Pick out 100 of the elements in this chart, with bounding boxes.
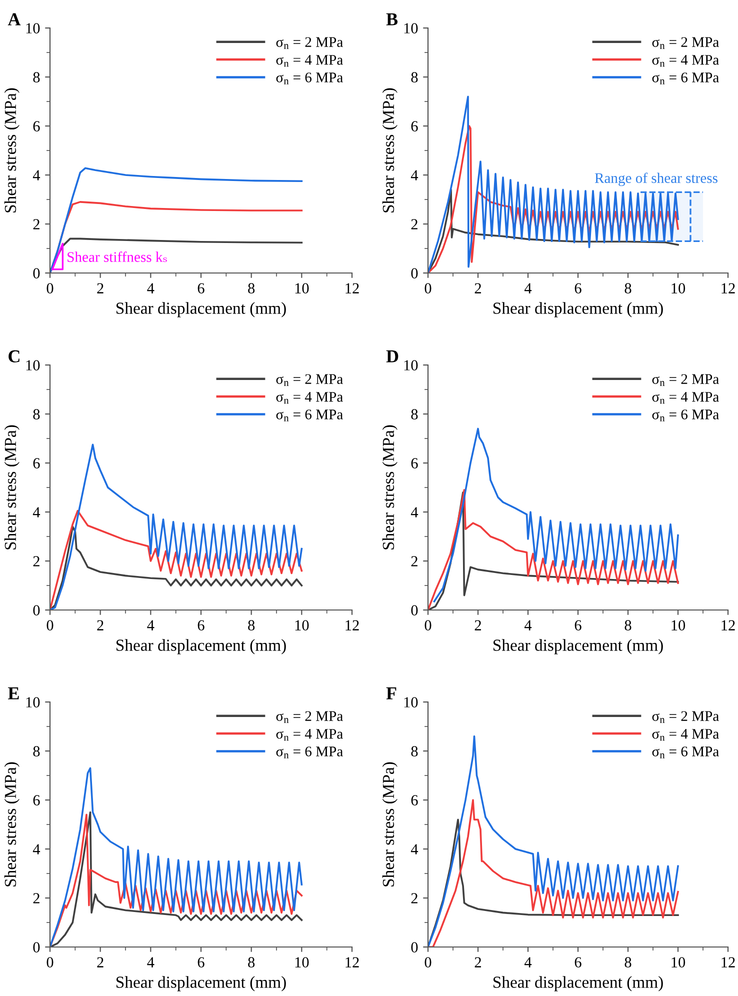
y-tick-label: 4 [410,507,418,518]
legend-label: σ$_{n}$ = 2 MPa [276,711,343,723]
legend-label: σ$_{n}$ = 4 MPa [652,392,719,404]
x-tick-label: 2 [474,620,481,630]
x-tick-label: 10 [672,620,686,630]
y-tick-label: 8 [33,746,40,756]
x-tick-label: 8 [624,957,632,968]
x-tick-label: 6 [574,957,582,968]
legend-label: σ$_{n}$ = 4 MPa [652,729,719,741]
x-axis-title: Shear displacement (mm) [116,302,286,318]
y-tick-label: 4 [32,844,40,854]
band-label: Range of shear stress [594,172,718,186]
x-tick-label: 0 [424,283,432,294]
chart-title: C [8,350,20,362]
x-axis-title: Shear displacement (mm) [493,302,663,318]
x-tick-label: 8 [624,620,632,630]
x-tick-label: 12 [722,620,735,630]
x-tick-label: 6 [198,957,204,968]
x-tick-label: 10 [295,283,309,294]
legend-label: σ$_{n}$ = 4 MPa [652,55,719,67]
x-tick-label: 10 [672,957,686,968]
x-tick-label: 12 [722,957,735,968]
line-series [50,444,303,610]
x-tick-label: 12 [722,283,735,294]
x-tick-label: 4 [524,283,532,294]
x-tick-label: 2 [97,620,104,630]
chart-title: D [386,350,398,362]
y-tick-label: 4 [410,844,418,854]
y-tick-label: 0 [33,605,40,616]
x-tick-label: 2 [97,283,104,294]
legend-label: σ$_{n}$ = 2 MPa [276,374,343,386]
y-tick-label: 6 [33,795,40,806]
y-tick-label: 0 [411,268,418,278]
x-tick-label: 10 [295,620,309,630]
chart-title: E [8,687,19,700]
line-series [433,428,679,602]
y-tick-label: 8 [411,409,418,420]
y-axis-title: Shear stress (MPa) [382,425,398,550]
legend-label: σ$_{n}$ = 6 MPa [652,72,719,84]
legend-label: σ$_{n}$ = 2 MPa [276,37,343,49]
chart-title: B [386,13,398,26]
x-tick-label: 6 [574,620,582,630]
x-tick-label: 8 [248,957,255,968]
x-tick-label: 10 [295,957,309,968]
line-series [50,526,303,610]
legend-label: σ$_{n}$ = 4 MPa [276,392,343,404]
chart-title: A [8,13,21,26]
y-tick-label: 10 [26,697,40,708]
legend-label: σ$_{n}$ = 6 MPa [276,746,343,758]
x-tick-label: 2 [97,957,104,968]
y-tick-label: 2 [33,219,40,230]
y-tick-label: 10 [404,360,418,370]
x-tick-label: 6 [198,283,204,294]
legend-label: σ$_{n}$ = 4 MPa [276,729,343,741]
line-series [50,767,303,947]
y-axis-title: Shear stress (MPa) [382,88,398,212]
x-tick-label: 0 [46,957,54,968]
x-tick-label: 12 [346,620,359,630]
y-tick-label: 8 [33,72,40,82]
x-tick-label: 0 [46,620,54,630]
y-tick-label: 10 [404,697,418,708]
y-tick-label: 6 [33,121,40,132]
legend-label: σ$_{n}$ = 2 MPa [652,37,719,49]
x-tick-label: 6 [198,620,204,630]
chart-title: F [386,687,396,700]
y-tick-label: 0 [411,942,418,952]
annotation: Shear stiffness kₛ [68,252,167,262]
x-tick-label: 0 [424,957,432,968]
y-tick-label: 0 [33,942,40,952]
x-tick-label: 4 [147,283,154,294]
legend-label: σ$_{n}$ = 6 MPa [652,746,719,758]
y-tick-label: 8 [411,72,418,82]
y-tick-label: 10 [404,23,418,34]
y-tick-label: 2 [411,219,418,230]
x-tick-label: 0 [46,283,54,294]
y-axis-title: Shear stress (MPa) [4,88,20,212]
legend-label: σ$_{n}$ = 6 MPa [276,72,343,84]
y-tick-label: 6 [411,795,418,806]
x-tick-label: 0 [424,620,432,630]
x-tick-label: 8 [624,283,632,294]
legend-label: σ$_{n}$ = 2 MPa [652,374,719,386]
legend-label: σ$_{n}$ = 6 MPa [652,410,719,422]
x-tick-label: 4 [147,957,154,968]
y-tick-label: 4 [32,170,40,180]
y-tick-label: 10 [26,23,40,34]
y-tick-label: 6 [411,121,418,132]
y-tick-label: 8 [411,746,418,756]
x-tick-label: 6 [574,283,582,294]
y-tick-label: 2 [411,893,418,904]
x-axis-title: Shear displacement (mm) [493,976,663,992]
y-tick-label: 6 [411,458,418,468]
line-series [50,167,303,273]
x-axis-title: Shear displacement (mm) [493,639,663,654]
y-tick-label: 4 [32,507,40,518]
x-tick-label: 12 [346,283,359,294]
y-tick-label: 2 [411,556,418,566]
x-tick-label: 4 [524,620,532,630]
y-tick-label: 4 [410,170,418,180]
x-tick-label: 12 [346,957,359,968]
line-series [50,510,303,610]
